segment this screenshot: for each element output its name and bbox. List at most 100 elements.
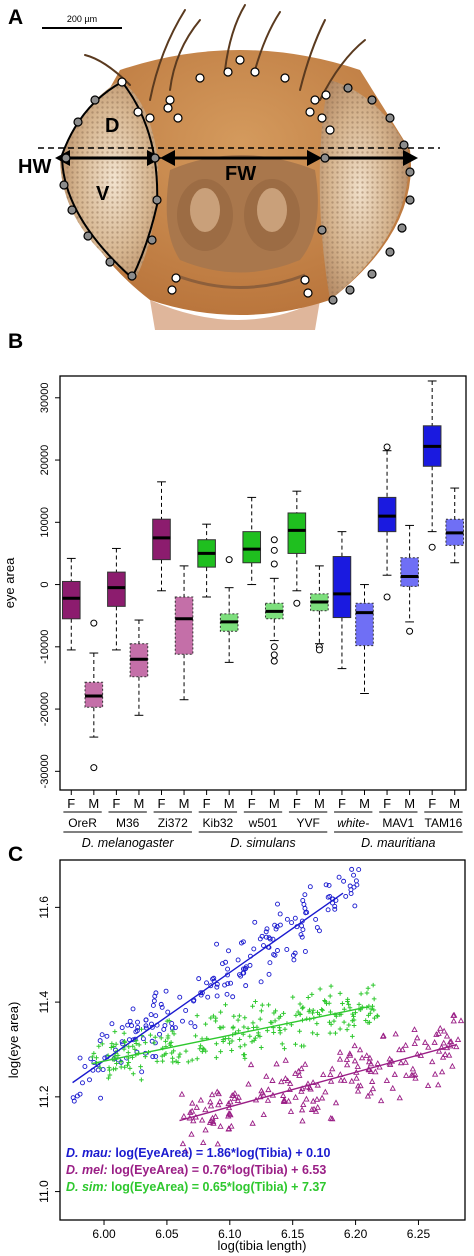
point-mau	[214, 941, 220, 947]
point-sim	[227, 1040, 232, 1046]
box-Kib32-F	[197, 523, 216, 598]
point-sim	[253, 1035, 258, 1041]
box-white--M	[355, 584, 374, 695]
point-sim	[256, 1030, 261, 1036]
point-mel	[364, 1092, 372, 1099]
point-sim	[334, 1013, 339, 1019]
sex-label: M	[359, 796, 370, 811]
sex-label: M	[88, 796, 99, 811]
sex-label: F	[248, 796, 256, 811]
point-mel	[443, 1032, 451, 1039]
point-sim	[235, 1017, 241, 1023]
point-mel	[329, 1115, 336, 1122]
sex-label: M	[179, 796, 190, 811]
point-mel	[216, 1098, 224, 1105]
sex-label: F	[158, 796, 166, 811]
box-TAM16-F	[422, 380, 442, 551]
point-mel	[377, 1097, 385, 1104]
sex-label: M	[224, 796, 235, 811]
point-sim	[295, 1009, 301, 1015]
box-OreR-F	[61, 557, 81, 651]
iqr-box	[355, 602, 374, 647]
point-mau	[302, 892, 308, 898]
point-sim	[107, 1072, 113, 1078]
point-sim	[271, 1030, 276, 1035]
point-sim	[306, 1009, 312, 1014]
point-mel	[346, 1051, 354, 1058]
outlier-point	[270, 651, 278, 659]
point-mel	[314, 1103, 321, 1110]
point-mel	[397, 1059, 405, 1066]
point-mel	[392, 1030, 399, 1037]
point-mau	[252, 919, 258, 925]
point-sim	[132, 1047, 138, 1052]
strain-label: TAM16	[425, 816, 463, 830]
y-axis-label: eye area	[2, 557, 17, 608]
point-mel	[374, 1060, 381, 1066]
point-mel	[214, 1140, 221, 1147]
point-sim	[358, 991, 364, 997]
point-mau	[109, 1021, 115, 1027]
point-mau	[100, 1067, 106, 1073]
point-mel	[348, 1077, 355, 1084]
x-tick-label: 6.00	[92, 1227, 116, 1241]
box-Zi372-M	[174, 565, 194, 701]
point-mel	[414, 1050, 421, 1057]
point-mel	[440, 1027, 448, 1034]
point-mel	[440, 1039, 447, 1046]
point-mel	[188, 1107, 196, 1114]
point-sim	[365, 985, 371, 991]
point-mel	[280, 1092, 287, 1098]
point-mel	[284, 1077, 291, 1084]
point-mel	[446, 1038, 454, 1045]
equation-formula: log(EyeArea) = 0.65*log(Tibia) + 7.37	[111, 1180, 326, 1194]
species-label: D. mauritiana	[361, 836, 435, 850]
point-mel	[454, 1036, 462, 1043]
x-axis-label: log(tibia length)	[218, 1238, 307, 1253]
point-mau	[347, 883, 353, 889]
point-mel	[228, 1122, 235, 1129]
point-mel	[259, 1089, 266, 1096]
point-mel	[435, 1081, 442, 1088]
eye-vs-tibia-scatter: 6.00 6.05 6.10 6.15 6.20 6.25 11.0 11.2 11.4 11.6…	[6, 859, 466, 1253]
equation-species: D. sim:	[66, 1180, 111, 1194]
point-mau	[263, 934, 269, 940]
sex-label: M	[314, 796, 325, 811]
point-mau	[313, 916, 319, 922]
point-mel	[336, 1048, 344, 1055]
fit-lines	[72, 892, 457, 1122]
point-mau	[354, 882, 360, 888]
point-sim	[297, 1012, 303, 1017]
iqr-box	[377, 496, 397, 533]
point-mel	[285, 1097, 292, 1104]
point-mau	[183, 1008, 189, 1013]
point-mel	[303, 1083, 311, 1090]
point-sim	[345, 997, 350, 1002]
point-sim	[118, 1059, 124, 1064]
point-mel	[329, 1065, 336, 1072]
point-sim	[364, 990, 370, 996]
point-mau	[153, 1013, 159, 1019]
point-mel	[182, 1147, 189, 1154]
point-sim	[309, 992, 315, 997]
point-mel	[421, 1039, 429, 1045]
point-mau	[134, 1028, 140, 1034]
point-mel	[351, 1042, 358, 1049]
equation-species: D. mel:	[66, 1163, 111, 1177]
point-sim	[353, 1010, 358, 1015]
point-mel	[202, 1106, 209, 1113]
point-mel	[396, 1046, 403, 1053]
point-mel	[189, 1099, 196, 1106]
box-Kib32-M	[219, 556, 239, 663]
point-mau	[332, 903, 338, 909]
sex-label: F	[112, 796, 120, 811]
point-mau	[226, 948, 231, 954]
point-mau	[77, 1055, 83, 1061]
point-mau	[302, 949, 308, 954]
point-sim	[300, 1005, 305, 1011]
y-tick-label: 0	[39, 581, 51, 587]
point-mau	[264, 926, 270, 932]
point-sim	[160, 1058, 165, 1064]
point-mel	[445, 1051, 453, 1058]
